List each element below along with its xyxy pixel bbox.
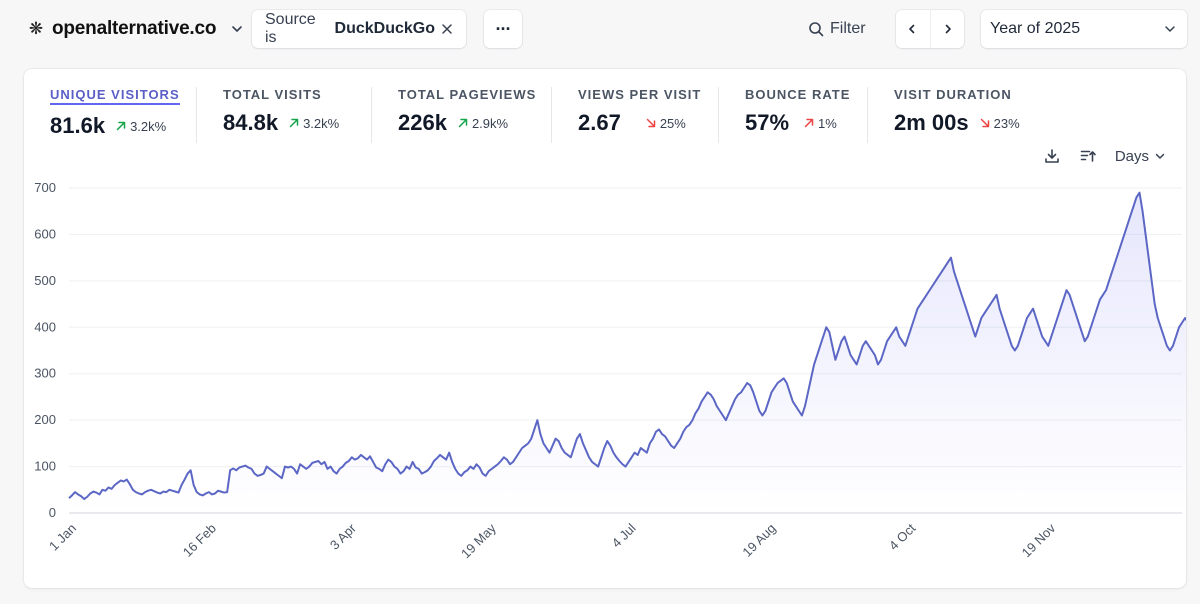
- metric-change-value: 2.9k%: [471, 115, 509, 131]
- y-tick-label: 600: [34, 226, 56, 241]
- metric-divider: [196, 87, 197, 143]
- site-logo-icon: ❋: [28, 19, 44, 38]
- metric-change: 2.9k%: [457, 116, 508, 131]
- x-tick-label: 4 Jul: [609, 520, 639, 550]
- metric-divider: [371, 87, 372, 143]
- y-tick-label: 400: [34, 319, 56, 334]
- metric-divider: [551, 87, 552, 143]
- metric-visit-duration[interactable]: Visit duration 2m 00s 23%: [894, 87, 1020, 136]
- metric-value: 2m 00s: [894, 110, 969, 135]
- interval-label: Days: [1114, 147, 1149, 165]
- chart-area: [69, 192, 1186, 513]
- metric-change: 3.2k%: [115, 119, 166, 134]
- filter-button[interactable]: Filter: [808, 16, 866, 42]
- metric-label: Bounce rate: [745, 87, 851, 102]
- metric-value: 2.67: [578, 110, 621, 135]
- metric-change: 23%: [979, 116, 1020, 131]
- period-select[interactable]: Year of 2025: [981, 10, 1187, 48]
- metric-value: 57%: [745, 110, 790, 135]
- x-tick-label: 4 Oct: [886, 520, 919, 553]
- x-tick-label: 19 Aug: [739, 521, 778, 560]
- site-name: openalternative.co: [52, 18, 217, 39]
- metric-label: Visit duration: [894, 87, 1012, 102]
- top-bar: ❋ openalternative.co Source is DuckDuckG…: [0, 0, 1200, 60]
- metric-change-value: 23%: [993, 115, 1020, 131]
- metric-change: 3.2k%: [288, 116, 339, 131]
- metric-bounce-rate[interactable]: Bounce rate 57% 1%: [745, 87, 850, 136]
- metric-change-value: 25%: [659, 115, 686, 131]
- x-tick-label: 19 Nov: [1019, 520, 1059, 560]
- stats-card: Unique visitors 81.6k 3.2k% Total visits…: [24, 69, 1186, 588]
- chevron-right-icon[interactable]: [942, 23, 954, 35]
- x-axis: 1 Jan 16 Feb 3 Apr 19 May 4 Jul 19 Aug 4 Oct 19…: [46, 520, 1059, 561]
- metric-total-visits[interactable]: Total visits 84.8k 3.2k%: [223, 87, 339, 136]
- metric-total-pageviews[interactable]: Total pageviews 226k 2.9k%: [398, 87, 536, 136]
- x-tick-label: 1 Jan: [46, 521, 79, 554]
- chart-series-line[interactable]: [68, 191, 1186, 501]
- metric-label: Unique visitors: [50, 87, 180, 105]
- arrow-up-right-icon: [804, 118, 814, 128]
- interval-select[interactable]: Days: [1115, 148, 1166, 165]
- search-icon: [808, 21, 824, 37]
- metric-value: 81.6k: [50, 113, 106, 138]
- sort-icon[interactable]: [1079, 147, 1097, 165]
- arrow-up-right-icon: [116, 121, 126, 131]
- chevron-left-icon[interactable]: [906, 23, 918, 35]
- close-icon[interactable]: [441, 23, 453, 35]
- y-tick-label: 100: [34, 459, 56, 474]
- filter-button-label: Filter: [830, 20, 866, 37]
- metric-unique-visitors[interactable]: Unique visitors 81.6k 3.2k%: [50, 87, 180, 139]
- y-tick-label: 200: [34, 412, 56, 427]
- chevron-down-icon: [1155, 153, 1165, 159]
- period-label: Year of 2025: [990, 20, 1081, 37]
- metric-change-value: 3.2k%: [130, 118, 167, 134]
- y-tick-label: 500: [34, 273, 56, 288]
- x-tick-label: 19 May: [458, 520, 499, 561]
- more-options-label: ···: [495, 18, 512, 39]
- chevron-down-icon: [1163, 22, 1177, 36]
- chart-toolbar: Days: [1043, 147, 1166, 165]
- arrow-up-right-icon: [289, 118, 299, 128]
- metric-divider: [867, 87, 868, 143]
- metric-change-value: 1%: [818, 115, 837, 131]
- metric-change-value: 3.2k%: [303, 115, 340, 131]
- metric-value: 84.8k: [223, 110, 279, 135]
- metric-value: 226k: [398, 110, 447, 135]
- y-tick-label: 0: [49, 505, 56, 520]
- x-tick-label: 16 Feb: [180, 521, 219, 560]
- arrow-down-right-icon: [646, 118, 656, 128]
- filter-value: DuckDuckGo: [334, 20, 435, 37]
- site-selector[interactable]: ❋ openalternative.co: [28, 14, 244, 44]
- metric-label: Total visits: [223, 87, 322, 102]
- active-filter-pill[interactable]: Source is DuckDuckGo: [252, 10, 466, 48]
- filter-prefix: Source is: [265, 11, 316, 46]
- arrow-up-right-icon: [458, 118, 468, 128]
- metric-change: 25%: [645, 116, 686, 131]
- more-options-button[interactable]: ···: [484, 10, 522, 48]
- metric-divider: [718, 87, 719, 143]
- y-tick-label: 300: [34, 366, 56, 381]
- nav-divider: [929, 10, 931, 48]
- chevron-down-icon: [230, 22, 244, 36]
- metric-views-per-visit[interactable]: Views per visit 2.67 25%: [578, 87, 701, 136]
- y-tick-label: 700: [34, 180, 56, 195]
- arrow-down-right-icon: [980, 118, 989, 128]
- x-tick-label: 3 Apr: [327, 520, 360, 553]
- period-navigation: [896, 10, 964, 48]
- download-icon[interactable]: [1043, 147, 1061, 165]
- metric-label: Views per visit: [578, 87, 702, 102]
- y-axis: 0 100 200 300 400 500 600 700: [34, 180, 56, 520]
- metric-label: Total pageviews: [398, 87, 537, 102]
- metric-change: 1%: [803, 116, 837, 131]
